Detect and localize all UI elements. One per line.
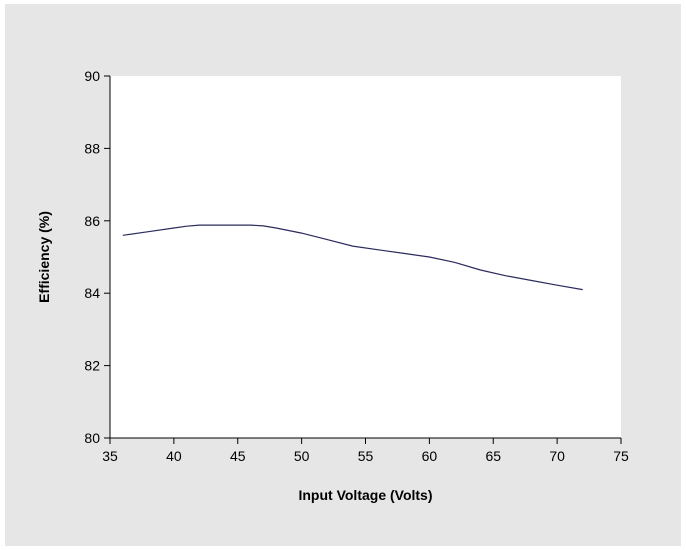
y-axis-title: Efficiency (%) (36, 211, 52, 303)
x-tick-label: 50 (294, 448, 310, 464)
x-tick-label: 40 (166, 448, 182, 464)
y-tick-label: 86 (84, 213, 100, 229)
series-line (122, 224, 583, 291)
series-layer (122, 224, 583, 291)
plot-area (110, 76, 621, 438)
x-tick-label: 55 (358, 448, 374, 464)
x-tick-label: 65 (485, 448, 501, 464)
y-ticks: 80 82 84 86 88 90 (84, 68, 110, 446)
x-tick-label: 60 (422, 448, 438, 464)
y-tick-label: 88 (84, 140, 100, 156)
x-tick-label: 70 (549, 448, 565, 464)
y-tick-label: 84 (84, 285, 100, 301)
y-tick-label: 90 (84, 68, 100, 84)
y-tick-label: 82 (84, 358, 100, 374)
y-tick-label: 80 (84, 430, 100, 446)
x-tick-label: 45 (230, 448, 246, 464)
x-axis-title: Input Voltage (Volts) (298, 487, 432, 503)
x-ticks: 35 40 45 50 55 60 65 70 75 (102, 438, 629, 464)
x-tick-label: 35 (102, 448, 118, 464)
x-tick-label: 75 (613, 448, 629, 464)
